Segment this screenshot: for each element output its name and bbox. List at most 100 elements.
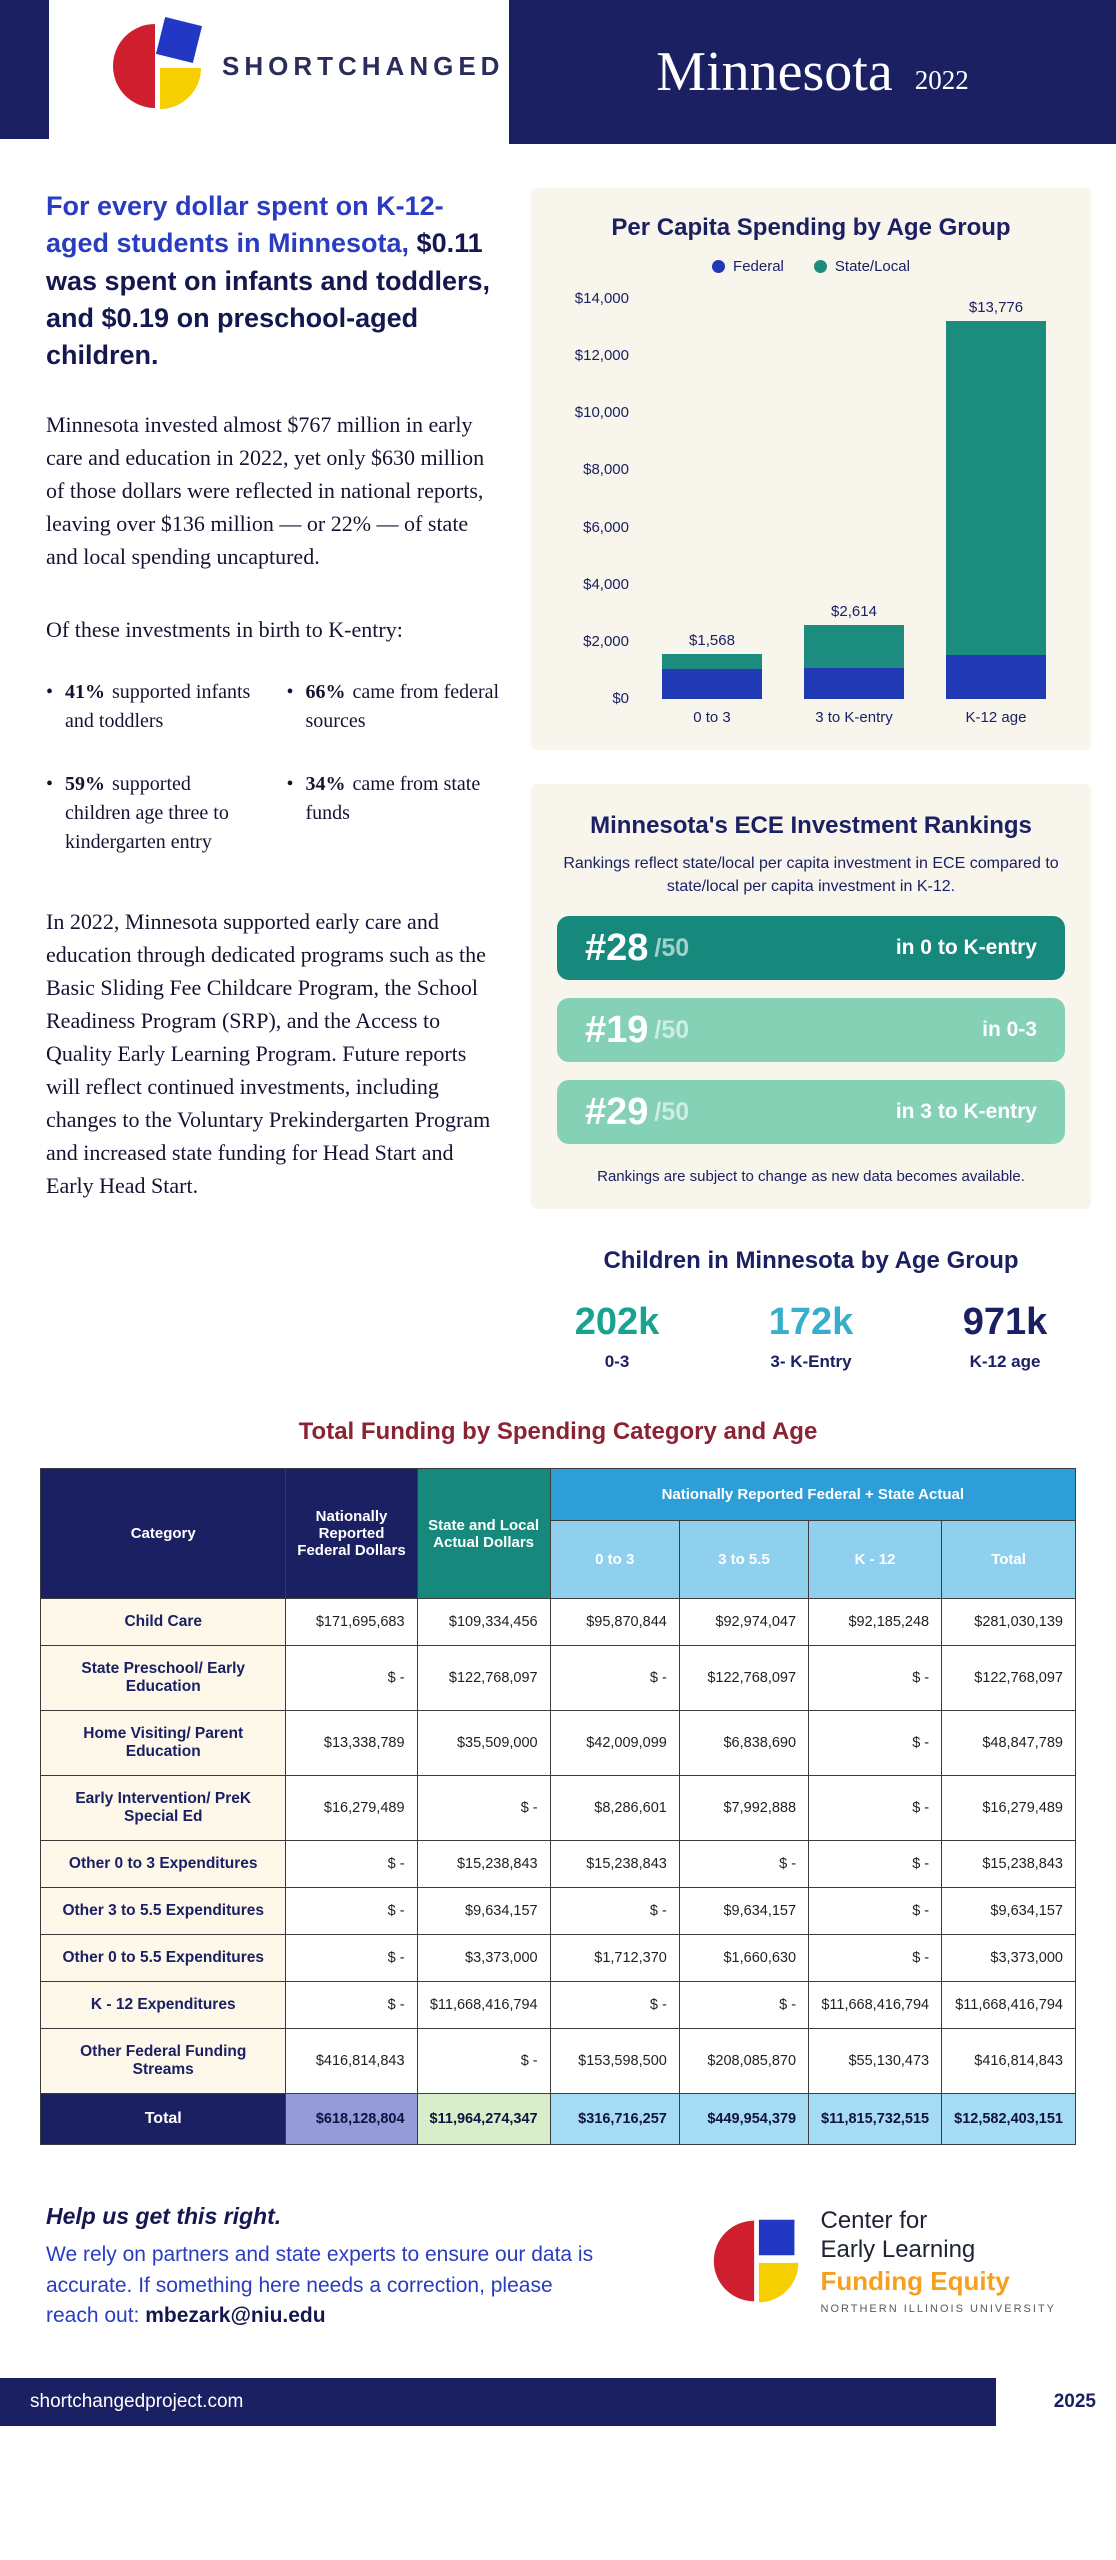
category-cell: State Preschool/ Early Education xyxy=(39,1645,287,1712)
total-value-cell: $11,815,732,515 xyxy=(808,2093,943,2146)
header-corner-block xyxy=(0,0,49,139)
value-cell: $15,238,843 xyxy=(549,1840,680,1889)
state-local-segment xyxy=(804,625,904,668)
chart-plot-area: $14,000 $12,000 $10,000 $8,000 $6,000 $4,000 $… xyxy=(555,290,1067,726)
rankings-title: Minnesota's ECE Investment Rankings xyxy=(590,812,1032,839)
rank-denominator: /50 xyxy=(654,1015,690,1044)
value-cell: $11,668,416,794 xyxy=(941,1981,1076,2030)
children-group-0-3: 202k 0-3 xyxy=(557,1301,677,1372)
x-tick-label: 0 to 3 xyxy=(693,709,731,726)
state-title: Minnesota xyxy=(656,41,893,103)
table-row: Child Care $171,695,683 $109,334,456 $95,87… xyxy=(39,1598,1076,1647)
table-row: Home Visiting/ Parent Education $13,338,7… xyxy=(39,1710,1076,1777)
funding-table-section: Total Funding by Spending Category and A… xyxy=(0,1418,1116,2146)
y-axis: $14,000 $12,000 $10,000 $8,000 $6,000 $4,000 $… xyxy=(555,290,641,707)
rank-number: #29 xyxy=(585,1090,649,1133)
value-cell: $16,279,489 xyxy=(941,1775,1076,1842)
value-cell: $3,373,000 xyxy=(941,1934,1076,1983)
state-banner: Minnesota 2022 xyxy=(509,0,1116,144)
value-cell: $208,085,870 xyxy=(678,2028,810,2095)
total-label-cell: Total xyxy=(39,2093,287,2146)
category-cell: Child Care xyxy=(39,1598,287,1647)
value-cell: $15,238,843 xyxy=(416,1840,551,1889)
category-cell: Other 0 to 3 Expenditures xyxy=(39,1840,287,1889)
legend-item-federal: Federal xyxy=(712,258,784,275)
y-tick-label: $10,000 xyxy=(574,404,629,422)
value-cell: $7,992,888 xyxy=(678,1775,810,1842)
rank-bar-0-to-k-entry: #28 /50 in 0 to K-entry xyxy=(557,916,1065,981)
children-label: 3- K-Entry xyxy=(770,1352,852,1372)
correction-block: Help us get this right. We rely on partn… xyxy=(46,2203,606,2331)
value-cell: $ - xyxy=(416,1775,551,1842)
value-cell: $11,668,416,794 xyxy=(416,1981,551,2030)
programs-paragraph: In 2022, Minnesota supported early care … xyxy=(46,909,491,1199)
celfe-university: NORTHERN ILLINOIS UNIVERSITY xyxy=(820,2303,1056,2315)
total-value-cell: $618,128,804 xyxy=(285,2093,418,2146)
state-local-segment xyxy=(946,321,1046,655)
children-label: 0-3 xyxy=(604,1352,630,1372)
value-cell: $ - xyxy=(285,1981,418,2030)
bullet-dot: • xyxy=(46,681,54,704)
value-cell: $42,009,099 xyxy=(549,1710,680,1777)
y-tick-label: $6,000 xyxy=(583,518,629,536)
table-total-row: Total $618,128,804 $11,964,274,347 $316,716… xyxy=(39,2093,1076,2146)
headline-emphasis: $0.11 was spent on infants and toddlers,… xyxy=(46,228,491,370)
chart-title: Per Capita Spending by Age Group xyxy=(611,214,1011,241)
chart-legend: Federal State/Local xyxy=(555,258,1067,275)
bullet-list: • 41% supported infants and toddlers • 6… xyxy=(46,678,501,857)
value-cell: $416,814,843 xyxy=(285,2028,418,2095)
federal-legend-dot-icon xyxy=(712,260,726,273)
brand-logo: SHORTCHANGED xyxy=(108,16,504,116)
bullet-item: • 59% supported children age three to ki… xyxy=(46,770,261,857)
category-cell: K - 12 Expenditures xyxy=(39,1981,287,2030)
total-value-cell: $12,582,403,151 xyxy=(941,2093,1076,2146)
value-cell: $ - xyxy=(808,1934,943,1983)
value-cell: $171,695,683 xyxy=(285,1598,418,1647)
legend-label: Federal xyxy=(733,258,784,275)
footer: Help us get this right. We rely on partn… xyxy=(0,2145,1116,2331)
bullet-stat: 59% xyxy=(65,773,106,796)
value-cell: $281,030,139 xyxy=(941,1598,1076,1647)
funding-table-body: Child Care $171,695,683 $109,334,456 $95,87… xyxy=(39,1598,1076,2146)
value-cell: $ - xyxy=(678,1981,810,2030)
value-cell: $55,130,473 xyxy=(808,2028,943,2095)
bar-3-to-k-entry: $2,614 xyxy=(804,299,904,699)
bullet-dot: • xyxy=(46,773,54,796)
children-group-k-12: 971k K-12 age xyxy=(945,1301,1065,1372)
table-title: Total Funding by Spending Category and A… xyxy=(298,1418,818,1446)
header-federal: Nationally Reported Federal Dollars xyxy=(285,1468,418,1600)
federal-segment xyxy=(804,668,904,699)
data-column: Per Capita Spending by Age Group Federal… xyxy=(531,188,1091,1372)
table-row: State Preschool/ Early Education $ - $122,… xyxy=(39,1645,1076,1712)
value-cell: $ - xyxy=(808,1710,943,1777)
y-tick-label: $0 xyxy=(612,690,629,707)
value-cell: $8,286,601 xyxy=(549,1775,680,1842)
celfe-logo-icon xyxy=(713,2219,798,2303)
value-cell: $95,870,844 xyxy=(549,1598,680,1647)
bar-0-to-3: $1,568 xyxy=(662,299,762,699)
publication-year: 2025 xyxy=(996,2377,1116,2426)
bottom-bar: shortchangedproject.com 2025 xyxy=(0,2377,1116,2426)
legend-item-state-local: State/Local xyxy=(813,258,910,275)
children-count: 172k xyxy=(768,1301,854,1344)
bullet-dot: • xyxy=(286,773,294,796)
headline: For every dollar spent on K-12-aged stud… xyxy=(46,188,501,374)
bullet-item: • 66% came from federal sources xyxy=(287,678,502,736)
value-cell: $ - xyxy=(549,1981,680,2030)
bullet-text: came from federal sources xyxy=(305,681,500,733)
rankings-disclaimer: Rankings are subject to change as new da… xyxy=(597,1168,1025,1186)
value-cell: $122,768,097 xyxy=(416,1645,551,1712)
value-cell: $ - xyxy=(808,1887,943,1936)
value-cell: $122,768,097 xyxy=(941,1645,1076,1712)
children-count: 202k xyxy=(574,1301,660,1344)
contact-email-link[interactable]: mbezark@niu.edu xyxy=(145,2304,326,2328)
value-cell: $ - xyxy=(416,2028,551,2095)
rank-label: in 3 to K-entry xyxy=(895,1100,1037,1124)
value-cell: $ - xyxy=(808,1840,943,1889)
rank-bar-3-to-k-entry: #29 /50 in 3 to K-entry xyxy=(557,1080,1065,1145)
value-cell: $122,768,097 xyxy=(678,1645,810,1712)
value-cell: $ - xyxy=(285,1934,418,1983)
website-link[interactable]: shortchangedproject.com xyxy=(30,2390,244,2412)
table-row: K - 12 Expenditures $ - $11,668,416,794 $ -… xyxy=(39,1981,1076,2030)
rank-label: in 0-3 xyxy=(982,1018,1037,1042)
